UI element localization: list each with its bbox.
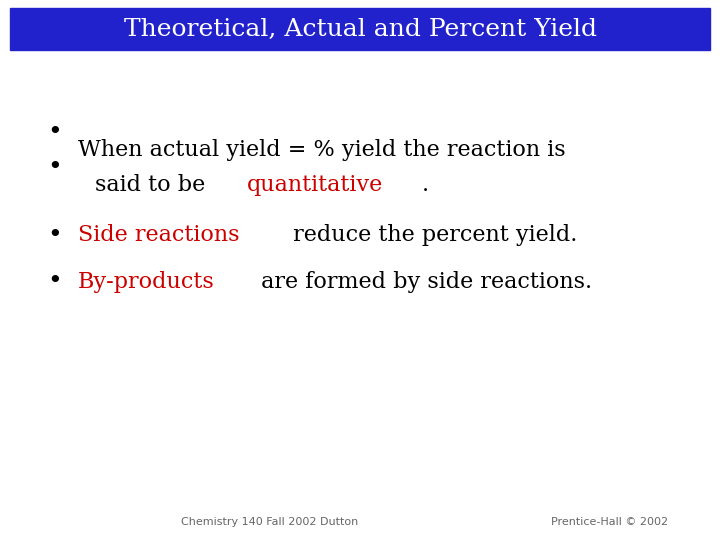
Text: •: • [48,121,63,144]
FancyBboxPatch shape [10,8,710,50]
Text: •: • [48,156,63,179]
Text: •: • [48,271,63,294]
Text: .: . [422,174,429,196]
Text: •: • [48,224,63,246]
Text: said to be: said to be [95,174,212,196]
Text: Side reactions: Side reactions [78,224,240,246]
Text: When actual yield = % yield the reaction is: When actual yield = % yield the reaction… [78,139,566,161]
Text: Prentice-Hall © 2002: Prentice-Hall © 2002 [552,517,669,527]
Text: are formed by side reactions.: are formed by side reactions. [254,271,593,293]
Text: quantitative: quantitative [246,174,383,196]
Text: Chemistry 140 Fall 2002 Dutton: Chemistry 140 Fall 2002 Dutton [181,517,359,527]
Text: reduce the percent yield.: reduce the percent yield. [287,224,577,246]
Text: By-products: By-products [78,271,215,293]
Text: Theoretical, Actual and Percent Yield: Theoretical, Actual and Percent Yield [124,17,596,40]
